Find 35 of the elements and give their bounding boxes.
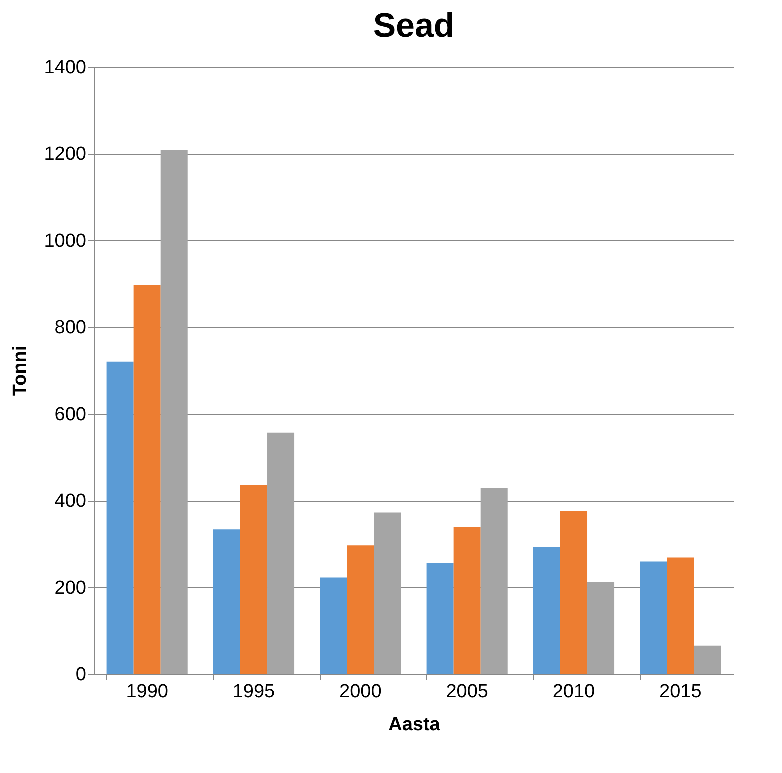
bar [240,485,268,674]
x-tick-label: 2000 [340,682,382,702]
bar [426,563,454,674]
x-tick-label: 2005 [446,682,488,702]
bar [560,511,588,674]
bar [134,285,161,674]
y-tick-label: 800 [54,318,86,339]
x-tick-label: 1990 [126,682,168,702]
x-tick-label: 2015 [660,682,702,702]
y-tick-label: 200 [54,578,86,599]
y-tick-label: 600 [54,404,86,426]
bar [106,362,134,674]
bar [667,558,694,674]
bar [480,488,508,674]
x-tick-label: 1995 [232,682,276,702]
bar [347,546,374,674]
bar [374,512,402,674]
y-tick-label: 1200 [44,144,86,166]
bar [640,562,668,674]
bar [533,547,560,674]
bar [320,578,348,674]
x-tick-label: 2010 [552,682,596,702]
bar [160,150,188,674]
bar [588,582,615,674]
y-axis-title: Tonni [10,346,32,396]
bar [694,646,722,674]
y-tick-label: 1400 [44,58,86,78]
y-tick-label: 1000 [44,230,86,252]
chart-title: Sead [373,7,455,45]
y-tick-label: 0 [76,664,86,686]
bar [268,432,295,674]
x-axis-title: Aasta [388,714,441,736]
bar [213,530,240,674]
y-tick-label: 400 [54,491,86,512]
bar [454,527,481,674]
